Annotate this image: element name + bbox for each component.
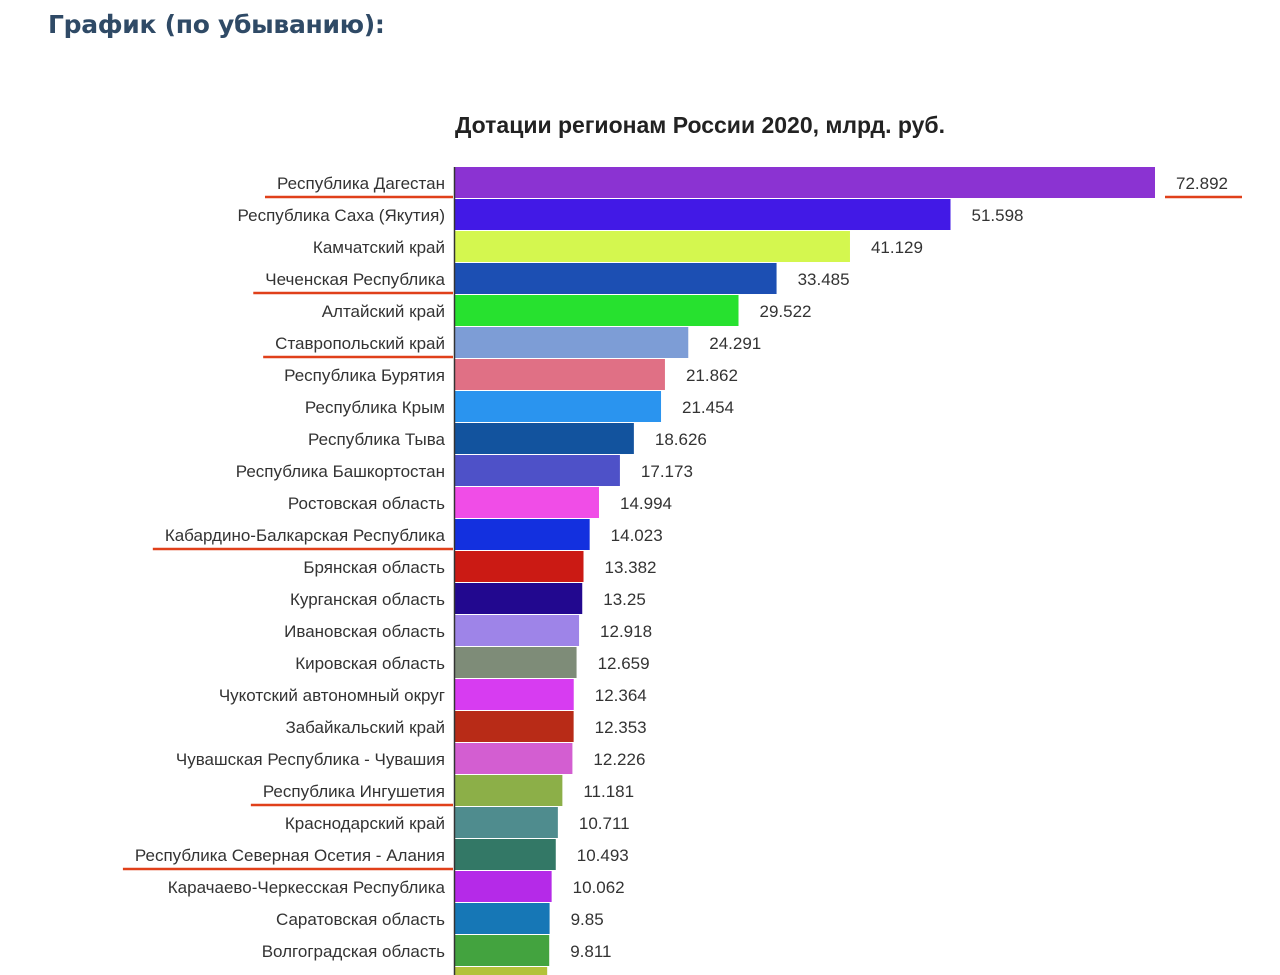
category-label: Чеченская Республика [265,270,445,289]
bar [455,263,777,294]
bar [455,743,573,774]
category-label: Республика Тыва [308,430,446,449]
value-label: 17.173 [641,462,693,481]
category-label: Кировская область [295,654,445,673]
value-label: 33.485 [798,270,850,289]
value-label: 12.353 [595,718,647,737]
bar [455,327,689,358]
value-label: 51.598 [972,206,1024,225]
bar [455,199,951,230]
bar [455,487,599,518]
value-label: 12.226 [593,750,645,769]
bar [455,775,563,806]
value-label: 14.994 [620,494,672,513]
bar [455,839,556,870]
value-label: 11.181 [583,782,634,801]
category-label: Забайкальский край [285,718,445,737]
category-label: Краснодарский край [285,814,445,833]
category-label: Республика Саха (Якутия) [238,206,445,225]
value-label: 10.062 [573,878,625,897]
value-label: 10.493 [577,846,629,865]
category-label: Республика Дагестан [277,174,445,193]
value-label: 72.892 [1176,174,1228,193]
value-label: 29.522 [760,302,812,321]
category-label: Республика Ингушетия [263,782,445,801]
bar [455,583,583,614]
bar [455,711,574,742]
value-label: 13.25 [603,590,646,609]
bar [455,455,620,486]
category-label: Республика Северная Осетия - Алания [135,846,445,865]
bar [455,615,580,646]
bar [455,871,552,902]
partial-bar [455,967,548,975]
bar [455,519,590,550]
category-label: Саратовская область [276,910,445,929]
category-label: Камчатский край [313,238,445,257]
category-label: Курганская область [290,590,445,609]
bar [455,551,584,582]
category-label: Брянская область [303,558,445,577]
bar [455,903,550,934]
bar [455,423,634,454]
value-label: 21.862 [686,366,738,385]
value-label: 13.382 [605,558,657,577]
category-label: Ивановская область [284,622,445,641]
bar [455,295,739,326]
value-label: 21.454 [682,398,734,417]
value-label: 12.918 [600,622,652,641]
chart-title: Дотации регионам России 2020, млрд. руб. [455,112,946,138]
bar [455,647,577,678]
category-label: Алтайский край [322,302,445,321]
value-label: 12.659 [598,654,650,673]
bar [455,167,1155,198]
value-label: 9.85 [571,910,604,929]
category-label: Республика Бурятия [284,366,445,385]
bar [455,935,550,966]
value-label: 41.129 [871,238,923,257]
value-label: 9.811 [570,942,611,961]
value-label: 24.291 [709,334,761,353]
bar [455,679,574,710]
bar [455,231,850,262]
value-label: 14.023 [611,526,663,545]
bar [455,807,558,838]
bar [455,359,665,390]
category-label: Волгоградская область [262,942,445,961]
bar [455,391,662,422]
category-label: Чукотский автономный округ [219,686,445,705]
value-label: 12.364 [595,686,647,705]
category-label: Кабардино-Балкарская Республика [165,526,446,545]
category-label: Ростовская область [288,494,445,513]
category-label: Карачаево-Черкесская Республика [168,878,446,897]
value-label: 10.711 [579,814,630,833]
category-label: Республика Крым [305,398,445,417]
value-label: 18.626 [655,430,707,449]
category-label: Чувашская Республика - Чувашия [176,750,445,769]
category-label: Ставропольский край [275,334,445,353]
category-label: Республика Башкортостан [236,462,445,481]
page-heading: График (по убыванию): [48,10,385,39]
